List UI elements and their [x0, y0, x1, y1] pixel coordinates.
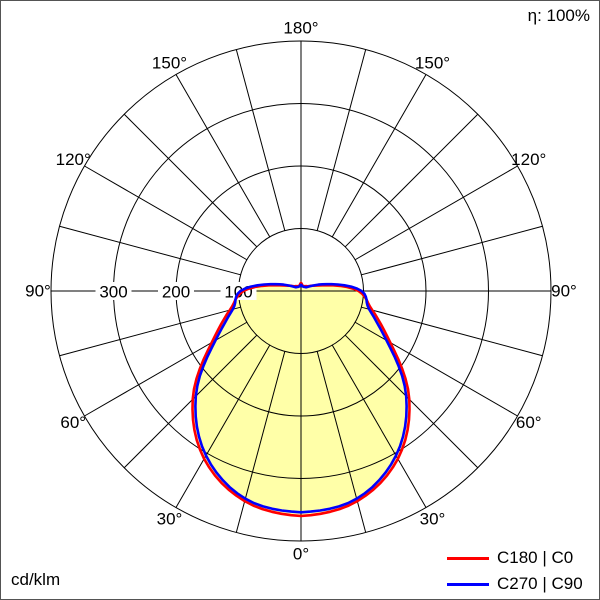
radial-tick-label: 300	[99, 283, 127, 302]
angle-label: 60°	[516, 413, 542, 432]
angle-label: 150°	[415, 54, 450, 73]
curve-c270-c90	[194, 282, 408, 514]
angle-label: 30°	[420, 509, 446, 528]
angle-label: 90°	[551, 282, 577, 301]
curve-c180-c0	[191, 281, 411, 518]
legend-item-c0: C180 | C0	[447, 548, 583, 568]
radial-tick-label: 200	[162, 283, 190, 302]
angle-label: 120°	[511, 150, 546, 169]
angle-label: 0°	[293, 545, 309, 564]
legend-line-c0-icon	[447, 556, 489, 560]
angle-labels: 0° 30° 30° 60° 60° 90° 90° 120° 120° 150° 150° 180°	[25, 19, 577, 564]
angle-label: 180°	[283, 19, 318, 38]
intensity-curves	[191, 281, 411, 518]
legend-label-c90: C270 | C90	[497, 574, 583, 593]
angle-label: 90°	[25, 282, 51, 301]
polar-grid	[50, 40, 552, 542]
legend-item-c90: C270 | C90	[447, 574, 583, 594]
angle-label: 60°	[60, 413, 86, 432]
legend: C180 | C0 C270 | C90	[447, 548, 583, 594]
legend-line-c90-icon	[447, 582, 489, 586]
efficiency-label: η: 100%	[527, 6, 590, 25]
angle-label: 120°	[56, 150, 91, 169]
unit-label: cd/klm	[11, 570, 61, 590]
angle-label: 150°	[152, 54, 187, 73]
angle-label: 30°	[157, 509, 183, 528]
legend-label-c0: C180 | C0	[497, 548, 574, 567]
